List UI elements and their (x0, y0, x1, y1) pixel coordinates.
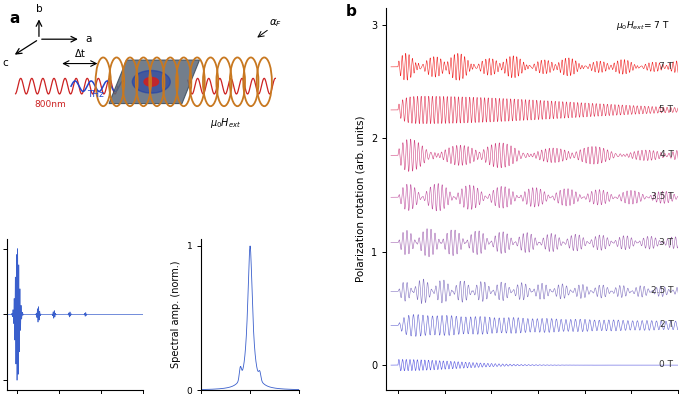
Text: 3.5 T: 3.5 T (651, 192, 673, 201)
Text: a: a (10, 11, 20, 26)
Text: a: a (85, 34, 91, 44)
Text: $\alpha_F$: $\alpha_F$ (269, 18, 282, 30)
Text: 0 T: 0 T (660, 360, 673, 369)
Text: b: b (36, 4, 42, 14)
Text: $\mu_0 H_{ext}$: $\mu_0 H_{ext}$ (210, 116, 241, 130)
Polygon shape (109, 60, 199, 104)
Text: $\Delta$t: $\Delta$t (74, 47, 86, 59)
Text: $\mu_0 H_{ext}$= 7 T: $\mu_0 H_{ext}$= 7 T (616, 19, 669, 32)
Text: 800nm: 800nm (35, 100, 66, 109)
Circle shape (132, 71, 171, 93)
Y-axis label: Spectral amp. (norm.): Spectral amp. (norm.) (171, 261, 181, 368)
Text: c: c (2, 58, 8, 68)
Text: 5 T: 5 T (660, 105, 673, 114)
Text: 2 T: 2 T (660, 320, 673, 329)
Text: 7 T: 7 T (660, 62, 673, 71)
Circle shape (144, 78, 159, 86)
Text: 3 T: 3 T (660, 238, 673, 247)
Text: b: b (345, 4, 356, 19)
Y-axis label: Polarization rotation (arb. units): Polarization rotation (arb. units) (356, 116, 365, 282)
Text: 4 T: 4 T (660, 150, 673, 159)
Text: 2.5 T: 2.5 T (651, 286, 673, 296)
Text: THz: THz (88, 91, 104, 99)
